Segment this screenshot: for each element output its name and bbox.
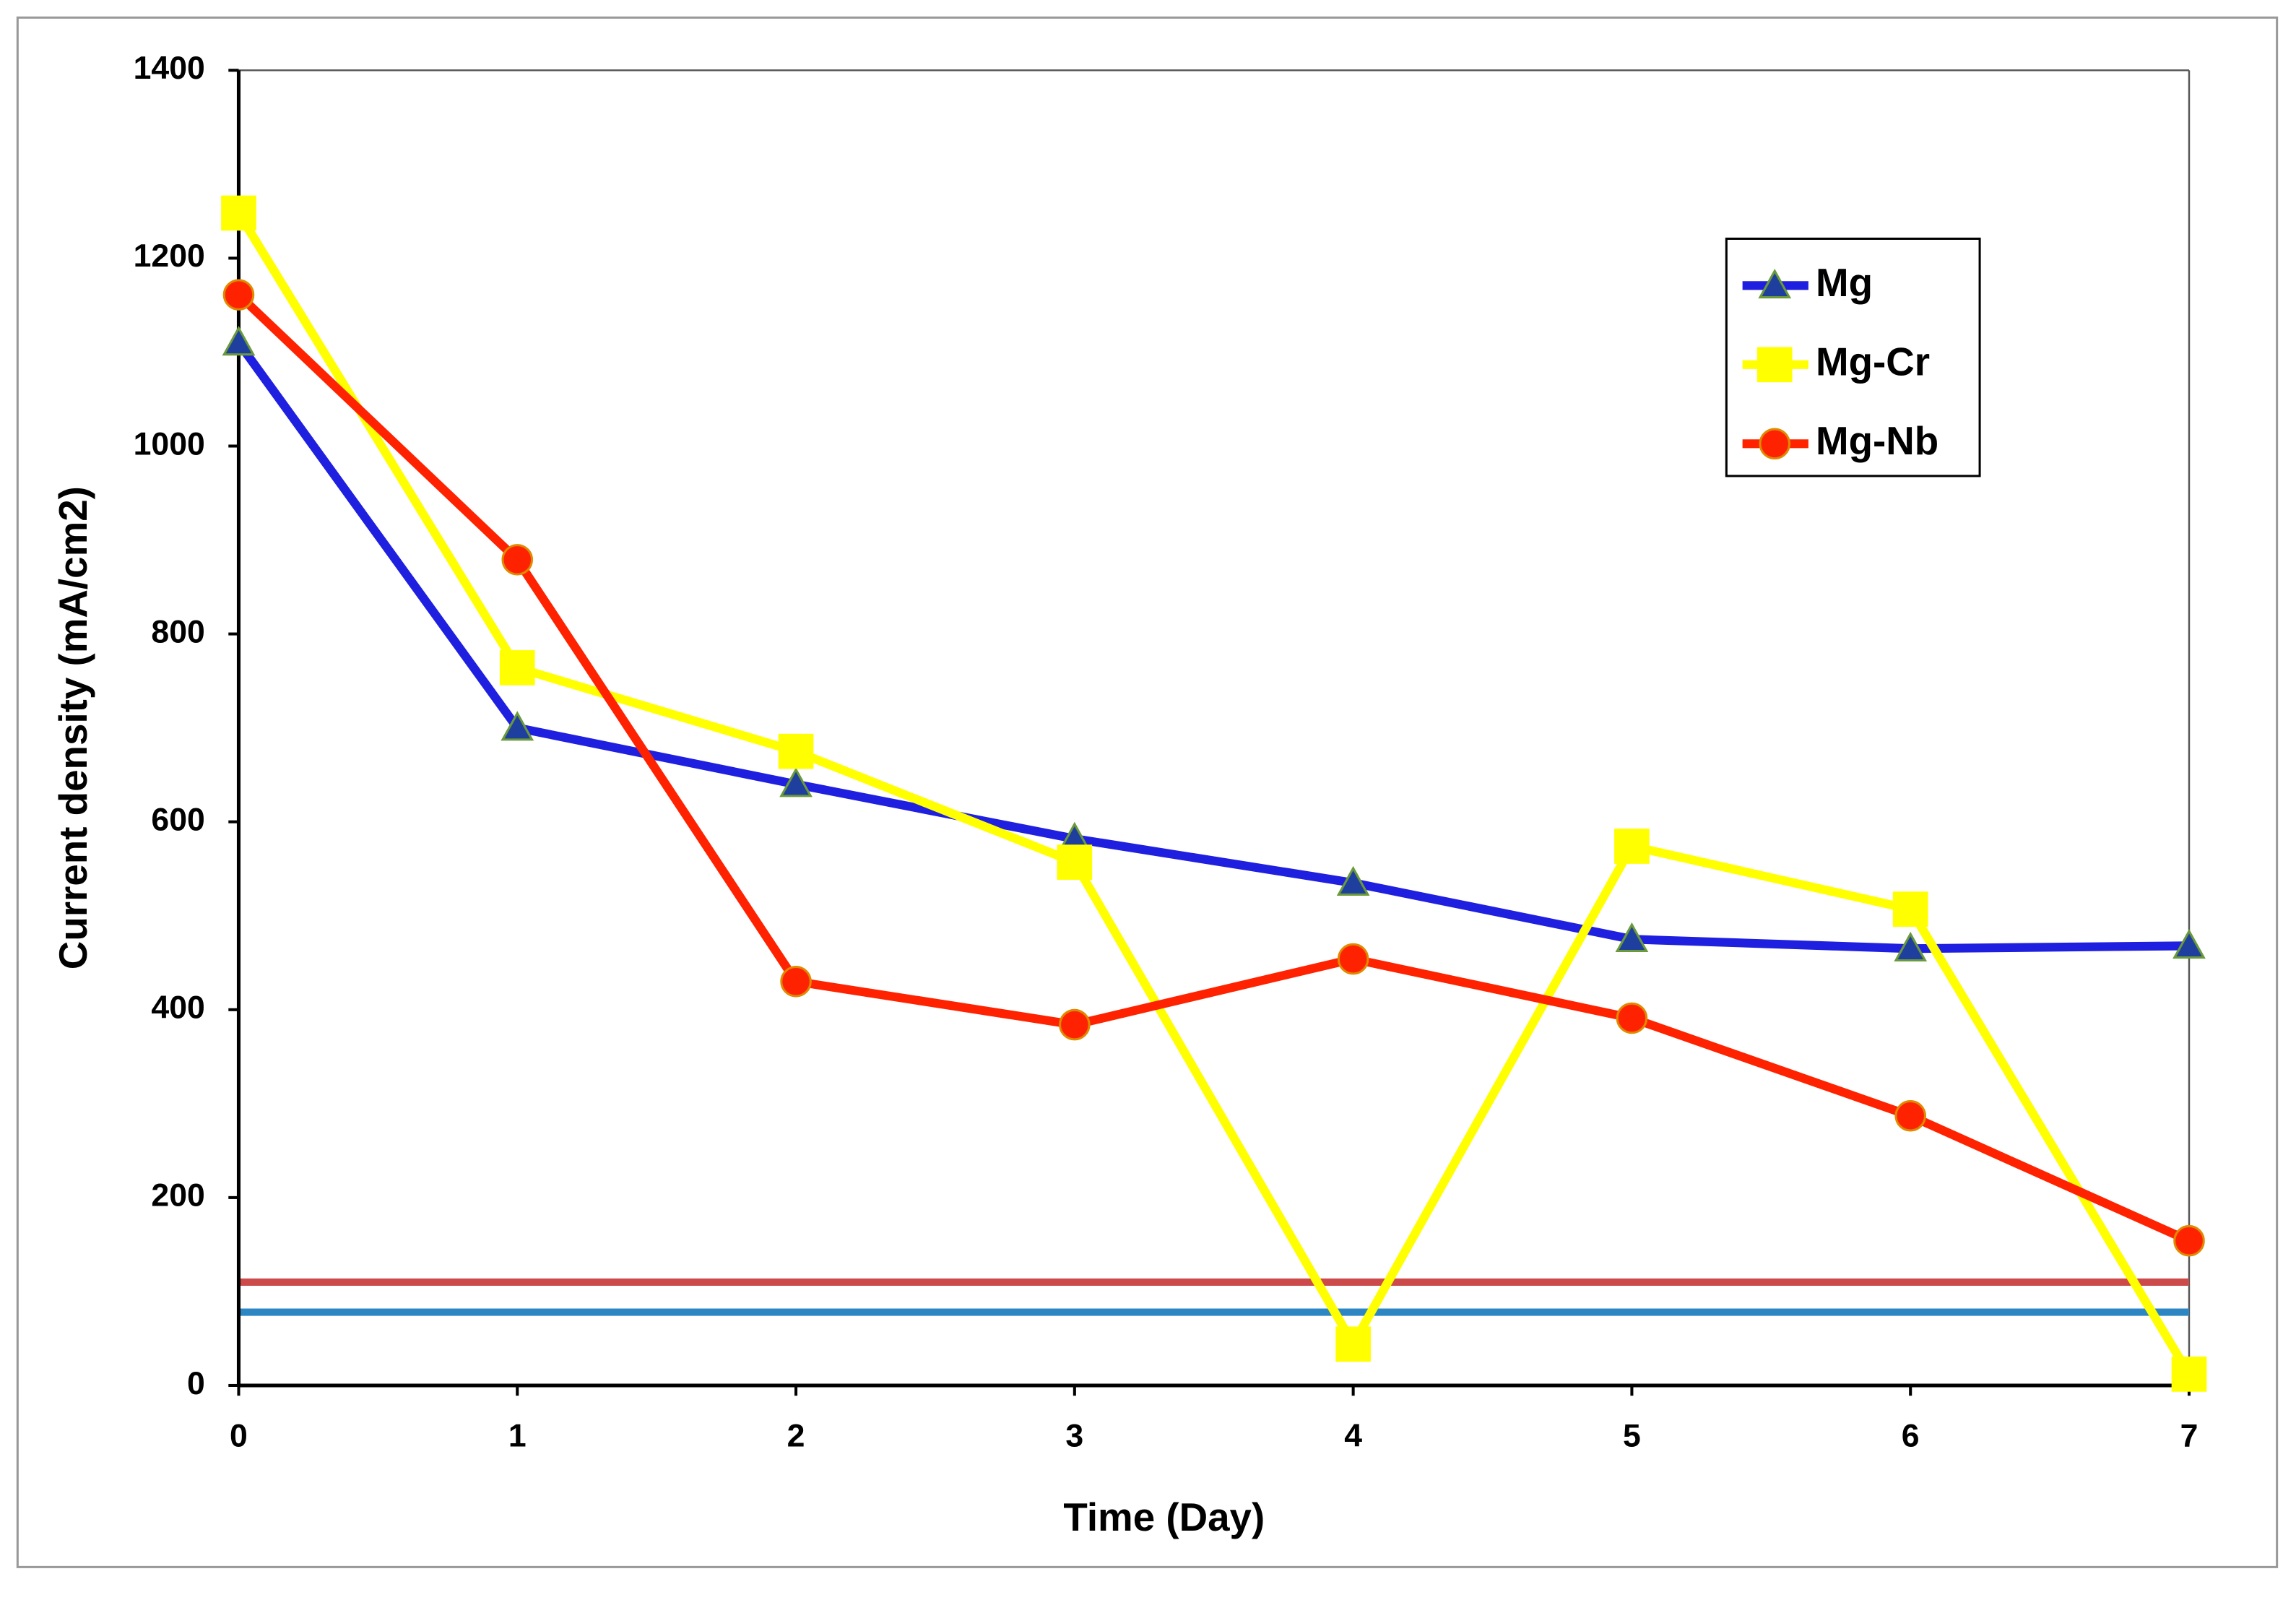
y-tick-label: 0: [187, 1366, 205, 1401]
x-tick-label: 3: [1065, 1419, 1083, 1454]
legend-label: Mg-Cr: [1816, 339, 1930, 384]
marker: [501, 544, 534, 576]
x-tick-label: 2: [787, 1419, 805, 1454]
x-axis-label: Time (Day): [1063, 1495, 1265, 1539]
y-tick-label: 200: [151, 1178, 204, 1214]
x-tick-label: 5: [1623, 1419, 1641, 1454]
marker: [1616, 1002, 1648, 1034]
x-tick-label: 0: [230, 1419, 248, 1454]
marker: [1335, 1326, 1371, 1362]
y-tick-label: 600: [151, 802, 204, 837]
x-tick-label: 7: [2180, 1419, 2198, 1454]
series-line: [235, 210, 2193, 1377]
marker: [2173, 1224, 2205, 1257]
marker: [1057, 844, 1093, 880]
marker: [501, 711, 534, 741]
series: [222, 279, 2205, 1257]
series: [222, 326, 2206, 961]
series: [221, 195, 2207, 1392]
marker: [2171, 1357, 2207, 1392]
marker: [221, 195, 256, 231]
x-tick-label: 4: [1344, 1419, 1362, 1454]
marker: [499, 650, 535, 686]
marker: [1337, 943, 1369, 975]
y-tick-label: 800: [151, 614, 204, 649]
x-tick-label: 6: [1902, 1419, 1920, 1454]
marker: [2172, 928, 2206, 959]
marker: [222, 279, 255, 311]
marker: [1059, 1008, 1091, 1041]
marker: [1759, 428, 1791, 460]
x-tick-label: 1: [508, 1419, 527, 1454]
y-tick-label: 1000: [134, 426, 205, 462]
marker: [1894, 1099, 1927, 1132]
marker: [1756, 347, 1793, 383]
y-axis-label: Current density (mA/cm2): [51, 486, 95, 969]
marker: [1614, 829, 1650, 864]
legend: Mg Mg-Cr Mg-Nb: [1725, 237, 1981, 477]
marker: [780, 965, 812, 998]
marker: [779, 767, 813, 797]
marker: [1894, 931, 1928, 961]
legend-label: Mg-Nb: [1816, 418, 1938, 463]
marker: [1892, 891, 1928, 927]
marker: [1758, 268, 1792, 299]
y-tick-label: 1200: [134, 238, 205, 274]
legend-label: Mg: [1816, 260, 1873, 305]
y-tick-label: 400: [151, 990, 204, 1026]
marker: [222, 326, 256, 356]
y-tick-label: 1400: [134, 51, 205, 86]
series-line: [235, 340, 2190, 953]
series-line: [235, 291, 2191, 1245]
marker: [778, 733, 814, 769]
marker: [1615, 922, 1649, 952]
marker: [1336, 865, 1370, 896]
